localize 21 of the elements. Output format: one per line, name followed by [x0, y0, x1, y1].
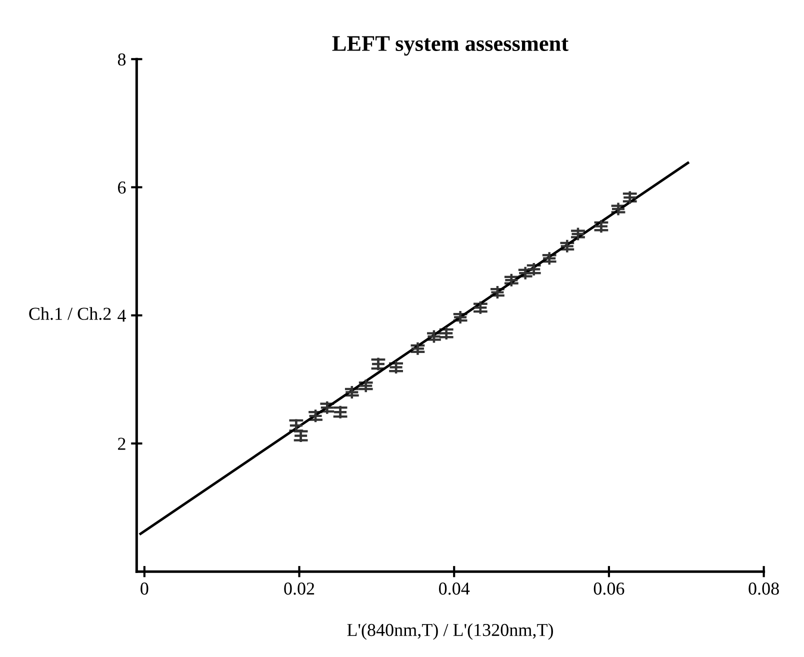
x-axis-title: L'(840nm,T) / L'(1320nm,T): [347, 623, 553, 640]
x-tick-label: 0: [140, 582, 148, 595]
x-tick-label: 0.06: [594, 582, 624, 595]
chart-title: LEFT system assessment: [332, 36, 568, 56]
point: [490, 284, 505, 300]
x-tick-label: 0.02: [284, 582, 314, 595]
point: [388, 360, 404, 375]
y-tick-label: 6: [118, 182, 126, 194]
x-tick-label: 0.08: [748, 582, 779, 595]
point: [570, 226, 586, 242]
y-tick-label: 8: [118, 53, 126, 66]
point: [610, 202, 626, 216]
y-axis-title: Ch.1 / Ch.2: [29, 307, 111, 320]
point: [594, 218, 609, 234]
point: [560, 238, 575, 254]
point: [452, 310, 468, 325]
x-tick-label: 0.04: [439, 582, 470, 595]
y-tick-label: 2: [118, 438, 126, 450]
y-tick-label: 4: [118, 310, 126, 322]
point: [410, 341, 426, 356]
point: [622, 190, 638, 205]
